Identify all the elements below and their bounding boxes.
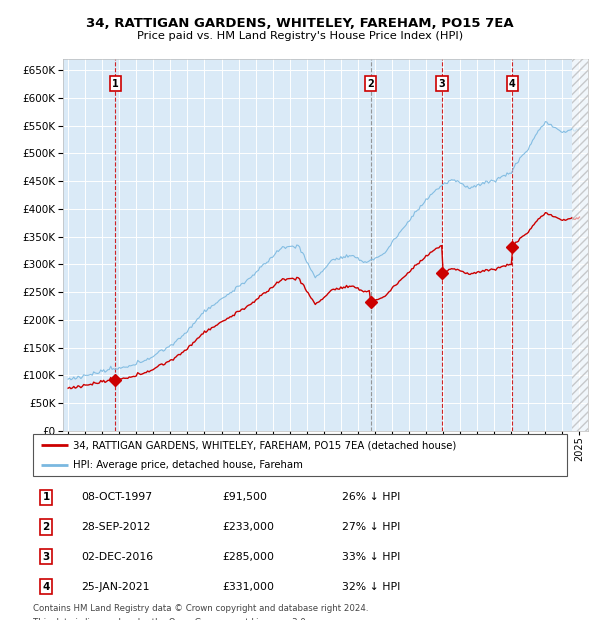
Text: 25-JAN-2021: 25-JAN-2021	[81, 582, 149, 591]
Text: £233,000: £233,000	[222, 522, 274, 532]
Text: 34, RATTIGAN GARDENS, WHITELEY, FAREHAM, PO15 7EA: 34, RATTIGAN GARDENS, WHITELEY, FAREHAM,…	[86, 17, 514, 30]
Text: £285,000: £285,000	[222, 552, 274, 562]
Text: Contains HM Land Registry data © Crown copyright and database right 2024.: Contains HM Land Registry data © Crown c…	[33, 604, 368, 613]
Text: 3: 3	[43, 552, 50, 562]
Bar	[572, 53, 598, 431]
Text: Price paid vs. HM Land Registry's House Price Index (HPI): Price paid vs. HM Land Registry's House …	[137, 31, 463, 41]
Text: 3: 3	[439, 79, 445, 89]
Text: 08-OCT-1997: 08-OCT-1997	[81, 492, 152, 502]
Text: 2: 2	[367, 79, 374, 89]
Text: £331,000: £331,000	[222, 582, 274, 591]
Text: 4: 4	[509, 79, 516, 89]
Text: 33% ↓ HPI: 33% ↓ HPI	[342, 552, 400, 562]
Text: 1: 1	[112, 79, 119, 89]
Text: 32% ↓ HPI: 32% ↓ HPI	[342, 582, 400, 591]
Text: 4: 4	[43, 582, 50, 591]
Text: This data is licensed under the Open Government Licence v3.0.: This data is licensed under the Open Gov…	[33, 618, 308, 620]
Text: 2: 2	[43, 522, 50, 532]
Text: 28-SEP-2012: 28-SEP-2012	[81, 522, 151, 532]
Text: 34, RATTIGAN GARDENS, WHITELEY, FAREHAM, PO15 7EA (detached house): 34, RATTIGAN GARDENS, WHITELEY, FAREHAM,…	[73, 440, 457, 450]
Text: £91,500: £91,500	[222, 492, 267, 502]
Text: 1: 1	[43, 492, 50, 502]
Text: HPI: Average price, detached house, Fareham: HPI: Average price, detached house, Fare…	[73, 460, 303, 470]
Text: 27% ↓ HPI: 27% ↓ HPI	[342, 522, 400, 532]
FancyBboxPatch shape	[33, 434, 567, 476]
Text: 26% ↓ HPI: 26% ↓ HPI	[342, 492, 400, 502]
Text: 02-DEC-2016: 02-DEC-2016	[81, 552, 153, 562]
